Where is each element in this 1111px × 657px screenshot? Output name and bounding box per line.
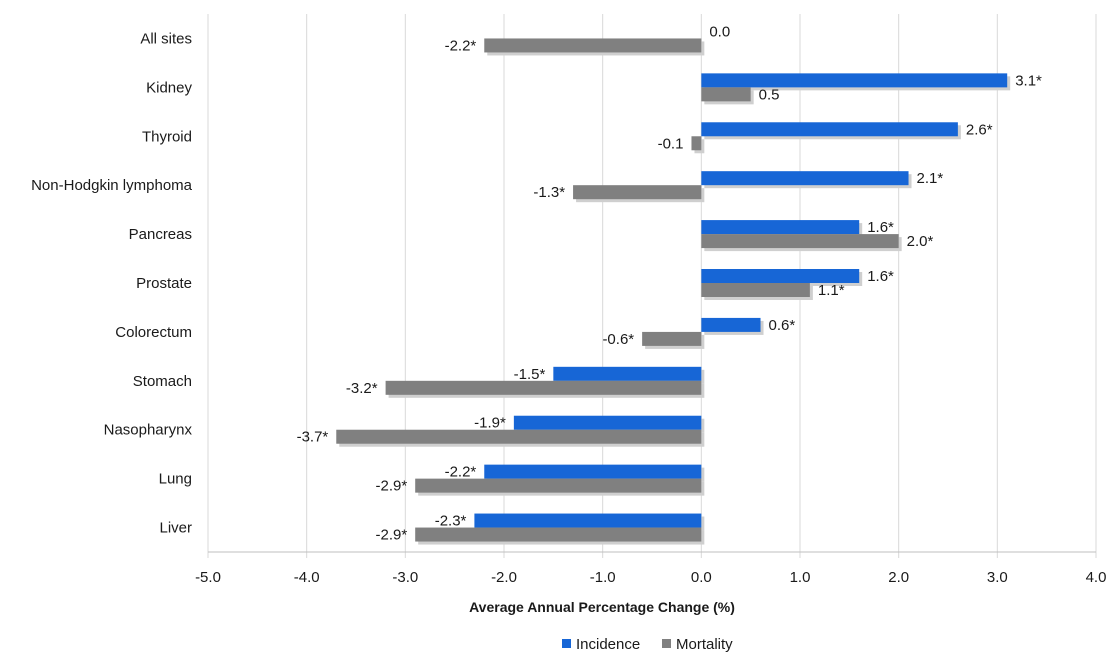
incidence-bar [701, 122, 958, 137]
x-tick-label: -2.0 [491, 569, 517, 586]
mortality-value-label: -3.2* [346, 380, 378, 397]
mortality-bar [415, 527, 702, 542]
mortality-bar [701, 87, 751, 102]
x-tick-label: 4.0 [1086, 569, 1107, 586]
incidence-value-label: -1.5* [514, 366, 546, 383]
category-label: Liver [159, 520, 192, 537]
mortality-bar [691, 136, 702, 151]
x-tick-label: 2.0 [888, 569, 909, 586]
mortality-legend-label: Mortality [676, 636, 733, 653]
incidence-bar [474, 513, 702, 528]
incidence-value-label: -2.2* [445, 464, 477, 481]
category-label: Stomach [133, 373, 192, 390]
mortality-value-label: -0.1 [658, 135, 684, 152]
x-tick-label: 0.0 [691, 569, 712, 586]
incidence-value-label: 0.6* [769, 317, 796, 334]
category-label: Nasopharynx [104, 422, 193, 439]
mortality-value-label: -2.9* [376, 478, 408, 495]
mortality-bar [642, 331, 702, 346]
incidence-value-label: -1.9* [474, 415, 506, 432]
incidence-bar [701, 73, 1008, 88]
category-label: Lung [159, 471, 192, 488]
legend: Incidence Mortality [562, 636, 733, 653]
x-tick-labels: -5.0 -4.0 -3.0 -2.0 -1.0 0.0 1.0 2.0 3.0 4.0 [195, 569, 1106, 586]
data-labels: 0.0 -2.2* 3.1* 0.5 2.6* -0.1 2.1* -1.3* 1.6* 2.0*… [297, 23, 1042, 543]
incidence-bar [701, 220, 860, 235]
category-label: All sites [140, 30, 192, 47]
incidence-bar [484, 464, 702, 479]
mortality-value-label: 0.5 [759, 86, 780, 103]
mortality-bar [336, 429, 702, 444]
x-tick-label: 3.0 [987, 569, 1008, 586]
x-axis-title: Average Annual Percentage Change (%) [469, 599, 735, 615]
mortality-value-label: -2.9* [376, 527, 408, 544]
category-label: Kidney [146, 79, 192, 96]
incidence-bar [701, 171, 909, 186]
incidence-bar [513, 415, 702, 430]
incidence-bar [701, 269, 860, 283]
incidence-legend-swatch [562, 639, 571, 648]
incidence-legend-label: Incidence [576, 636, 640, 653]
mortality-value-label: -2.2* [445, 37, 477, 54]
mortality-value-label: -1.3* [533, 184, 565, 201]
incidence-bar [701, 317, 761, 332]
incidence-value-label: 3.1* [1015, 72, 1042, 89]
x-tick-label: -5.0 [195, 569, 221, 586]
incidence-value-label: 0.0 [709, 23, 730, 40]
mortality-value-label: 2.0* [907, 233, 934, 250]
mortality-value-label: -3.7* [297, 429, 329, 446]
mortality-bar [701, 283, 810, 297]
bars [336, 38, 1011, 545]
category-label: Non-Hodgkin lymphoma [31, 177, 193, 194]
mortality-bar [484, 38, 702, 53]
mortality-bar [573, 185, 702, 200]
incidence-bar [553, 366, 702, 381]
mortality-value-label: -0.6* [602, 331, 634, 348]
incidence-value-label: 1.6* [867, 268, 894, 285]
mortality-value-label: 1.1* [818, 282, 845, 299]
mortality-legend-swatch [662, 639, 671, 648]
category-label: Thyroid [142, 128, 192, 145]
x-tick-label: -4.0 [294, 569, 320, 586]
x-tick-label: -3.0 [392, 569, 418, 586]
category-label: Colorectum [115, 324, 192, 341]
mortality-bar [701, 234, 899, 249]
category-label: Pancreas [129, 226, 192, 243]
mortality-bar [415, 478, 702, 493]
category-label: Prostate [136, 275, 192, 292]
category-labels: All sites Kidney Thyroid Non-Hodgkin lympho… [31, 30, 193, 536]
incidence-value-label: 1.6* [867, 219, 894, 236]
incidence-value-label: 2.1* [917, 170, 944, 187]
x-tick-label: 1.0 [790, 569, 811, 586]
x-tick-label: -1.0 [590, 569, 616, 586]
incidence-value-label: -2.3* [435, 513, 467, 530]
mortality-bar [385, 380, 702, 395]
incidence-value-label: 2.6* [966, 121, 993, 138]
